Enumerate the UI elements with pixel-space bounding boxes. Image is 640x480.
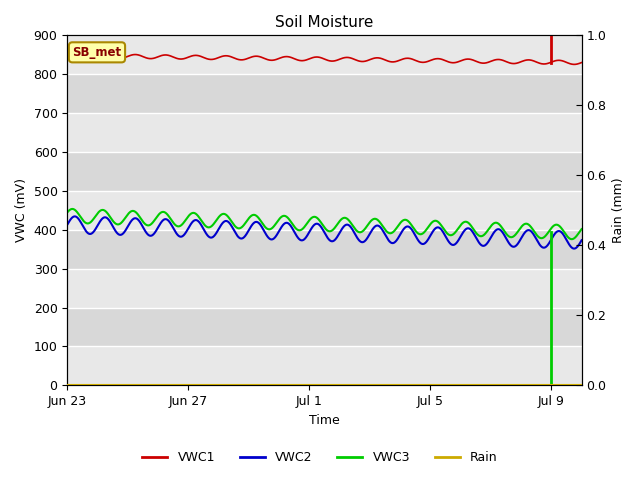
X-axis label: Time: Time — [309, 414, 340, 427]
Y-axis label: VWC (mV): VWC (mV) — [15, 179, 28, 242]
Bar — [67, 191, 582, 230]
Bar — [67, 347, 582, 385]
Title: Soil Moisture: Soil Moisture — [275, 15, 374, 30]
Bar — [67, 36, 582, 74]
Bar — [67, 152, 582, 191]
Bar — [67, 269, 582, 308]
Bar — [67, 230, 582, 269]
Y-axis label: Rain (mm): Rain (mm) — [612, 178, 625, 243]
Legend: VWC1, VWC2, VWC3, Rain: VWC1, VWC2, VWC3, Rain — [138, 446, 502, 469]
Text: SB_met: SB_met — [72, 46, 122, 59]
Bar — [67, 308, 582, 347]
Bar — [67, 74, 582, 113]
Bar — [67, 113, 582, 152]
